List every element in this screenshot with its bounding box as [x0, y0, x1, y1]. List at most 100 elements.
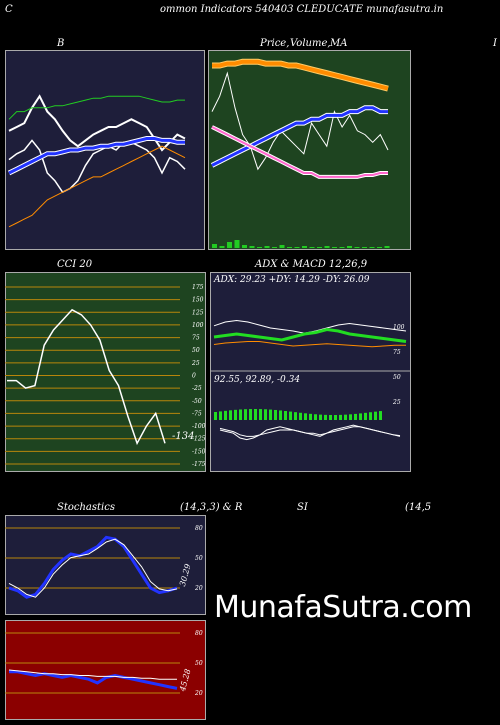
volume-bar — [257, 247, 262, 248]
macd-histogram-bar — [264, 409, 267, 420]
macd-histogram-bar — [329, 414, 332, 420]
macd-histogram-bar — [334, 414, 337, 420]
price-ma-chart — [208, 50, 411, 250]
cci-tick-label: 175 — [192, 284, 204, 291]
cci-tick-label: -150 — [192, 448, 206, 455]
volume-bar — [384, 246, 390, 248]
bollinger-chart — [5, 50, 205, 250]
macd-histogram-bar — [239, 409, 242, 420]
macd-histogram-bar — [219, 411, 222, 420]
macd-histogram-bar — [319, 414, 322, 420]
macd-histogram-bar — [234, 409, 237, 420]
bollinger-title: B — [57, 38, 65, 49]
rsi-tick-label: 20 — [194, 690, 203, 697]
bb-middle-band — [8, 137, 185, 175]
stoch-tick-label: 20 — [194, 585, 203, 592]
price-title-c: MA — [330, 38, 348, 49]
macd-histogram-bar — [349, 414, 352, 420]
volume-bar — [354, 247, 360, 248]
cci-tick-label: -75 — [192, 410, 202, 417]
cci-tick-label: 75 — [192, 335, 200, 342]
rsi-line — [9, 670, 178, 690]
macd-histogram-bar — [339, 414, 342, 420]
cci-tick-label: 125 — [192, 309, 204, 316]
adx-frame — [210, 272, 411, 472]
volume-bar — [317, 247, 322, 248]
rsi-tick-label: 50 — [195, 660, 203, 667]
rsi-title-a: SI — [297, 502, 308, 513]
pm-ma-pink — [211, 126, 388, 178]
rsi-chart: 80 50 20 — [5, 620, 206, 720]
page-title: ommon Indicators 540403 CLEDUCATE munafa… — [160, 4, 444, 15]
volume-bar — [249, 246, 255, 248]
volume-bar — [377, 247, 382, 248]
bb-upper-band — [8, 95, 185, 120]
cci-tick-label: 100 — [192, 322, 204, 329]
volume-bar — [272, 247, 277, 248]
macd-histogram-bar — [284, 410, 287, 420]
rsi-signal-line — [8, 669, 177, 680]
bollinger-panel — [5, 50, 205, 250]
stoch-title-b: (14,3,3) & R — [180, 502, 243, 513]
macd-histogram-bar — [229, 410, 232, 420]
stoch-k-line — [8, 535, 178, 599]
cci-tick-label: 50 — [192, 347, 200, 354]
adx-tick-label: 75 — [393, 349, 401, 356]
adx-readout: ADX: 29.23 +DY: 14.29 -DY: 26.09 — [214, 275, 370, 285]
volume-bar — [309, 247, 315, 248]
volume-bar — [324, 246, 330, 248]
stoch-title-a: Stochastics — [57, 502, 115, 513]
volume-bar — [332, 247, 337, 248]
macd-histogram-bar — [299, 412, 302, 420]
adx-tick-label: 50 — [393, 374, 401, 381]
macd-histogram-bar — [224, 410, 227, 420]
macd-histogram-bar — [279, 410, 282, 420]
macd-histogram-bar — [374, 411, 377, 420]
macd-histogram-bar — [309, 413, 312, 420]
cci-tick-label: 25 — [191, 360, 200, 367]
volume-bar — [294, 247, 300, 248]
macd-histogram-bar — [324, 414, 327, 420]
rsi-frame — [5, 620, 206, 720]
watermark: MunafaSutra.com — [214, 590, 472, 625]
volume-bar — [279, 245, 285, 248]
macd-histogram-bar — [344, 414, 347, 420]
macd-histogram-bar — [269, 409, 272, 420]
cci-tick-label: -175 — [192, 461, 206, 468]
stoch-chart: 80 50 20 — [5, 515, 206, 615]
macd-histogram-bar — [314, 414, 317, 420]
adx-macd-title: ADX & MACD 12,26,9 — [255, 259, 368, 270]
macd-histogram-bar — [369, 412, 372, 420]
macd-histogram-bar — [379, 411, 382, 420]
volume-bar — [287, 247, 292, 248]
price-title-a: Price, — [260, 38, 290, 49]
bb-lower-band — [8, 145, 186, 228]
volume-bar — [362, 247, 367, 248]
stoch-frame — [5, 515, 206, 615]
volume-bar — [227, 242, 232, 248]
volume-bar — [234, 240, 240, 248]
cci-line — [7, 308, 166, 446]
volume-bar — [242, 245, 247, 248]
cci-title: CCI 20 — [57, 259, 93, 270]
macd-histogram-bar — [364, 412, 367, 420]
volume-bars — [212, 240, 390, 248]
volume-bar — [212, 244, 217, 248]
cci-tick-label: 150 — [192, 297, 204, 304]
adx-tick-label: 25 — [392, 399, 401, 406]
macd-readout: 92.55, 92.89, -0.34 — [214, 375, 301, 385]
macd-histogram-bar — [244, 409, 247, 420]
macd-histogram-bar — [289, 411, 292, 420]
price-ma-panel — [208, 50, 411, 250]
adx-tick-label: 100 — [393, 324, 405, 331]
bollinger-frame — [5, 50, 205, 250]
header-letter: C — [5, 4, 13, 15]
rsi-title-b: (14,5 — [405, 502, 432, 513]
cci-chart: 175 150 125 100 75 50 25 0 -25 -50 -75 -100 -125 -150… — [5, 272, 206, 472]
stoch-tick-label: 80 — [195, 525, 203, 532]
macd-histogram-bar — [254, 409, 257, 420]
stoch-tick-label: 50 — [195, 555, 203, 562]
macd-signal-line — [219, 426, 401, 437]
pm-ma-blue — [211, 106, 388, 167]
rsi-tick-label: 80 — [195, 630, 203, 637]
